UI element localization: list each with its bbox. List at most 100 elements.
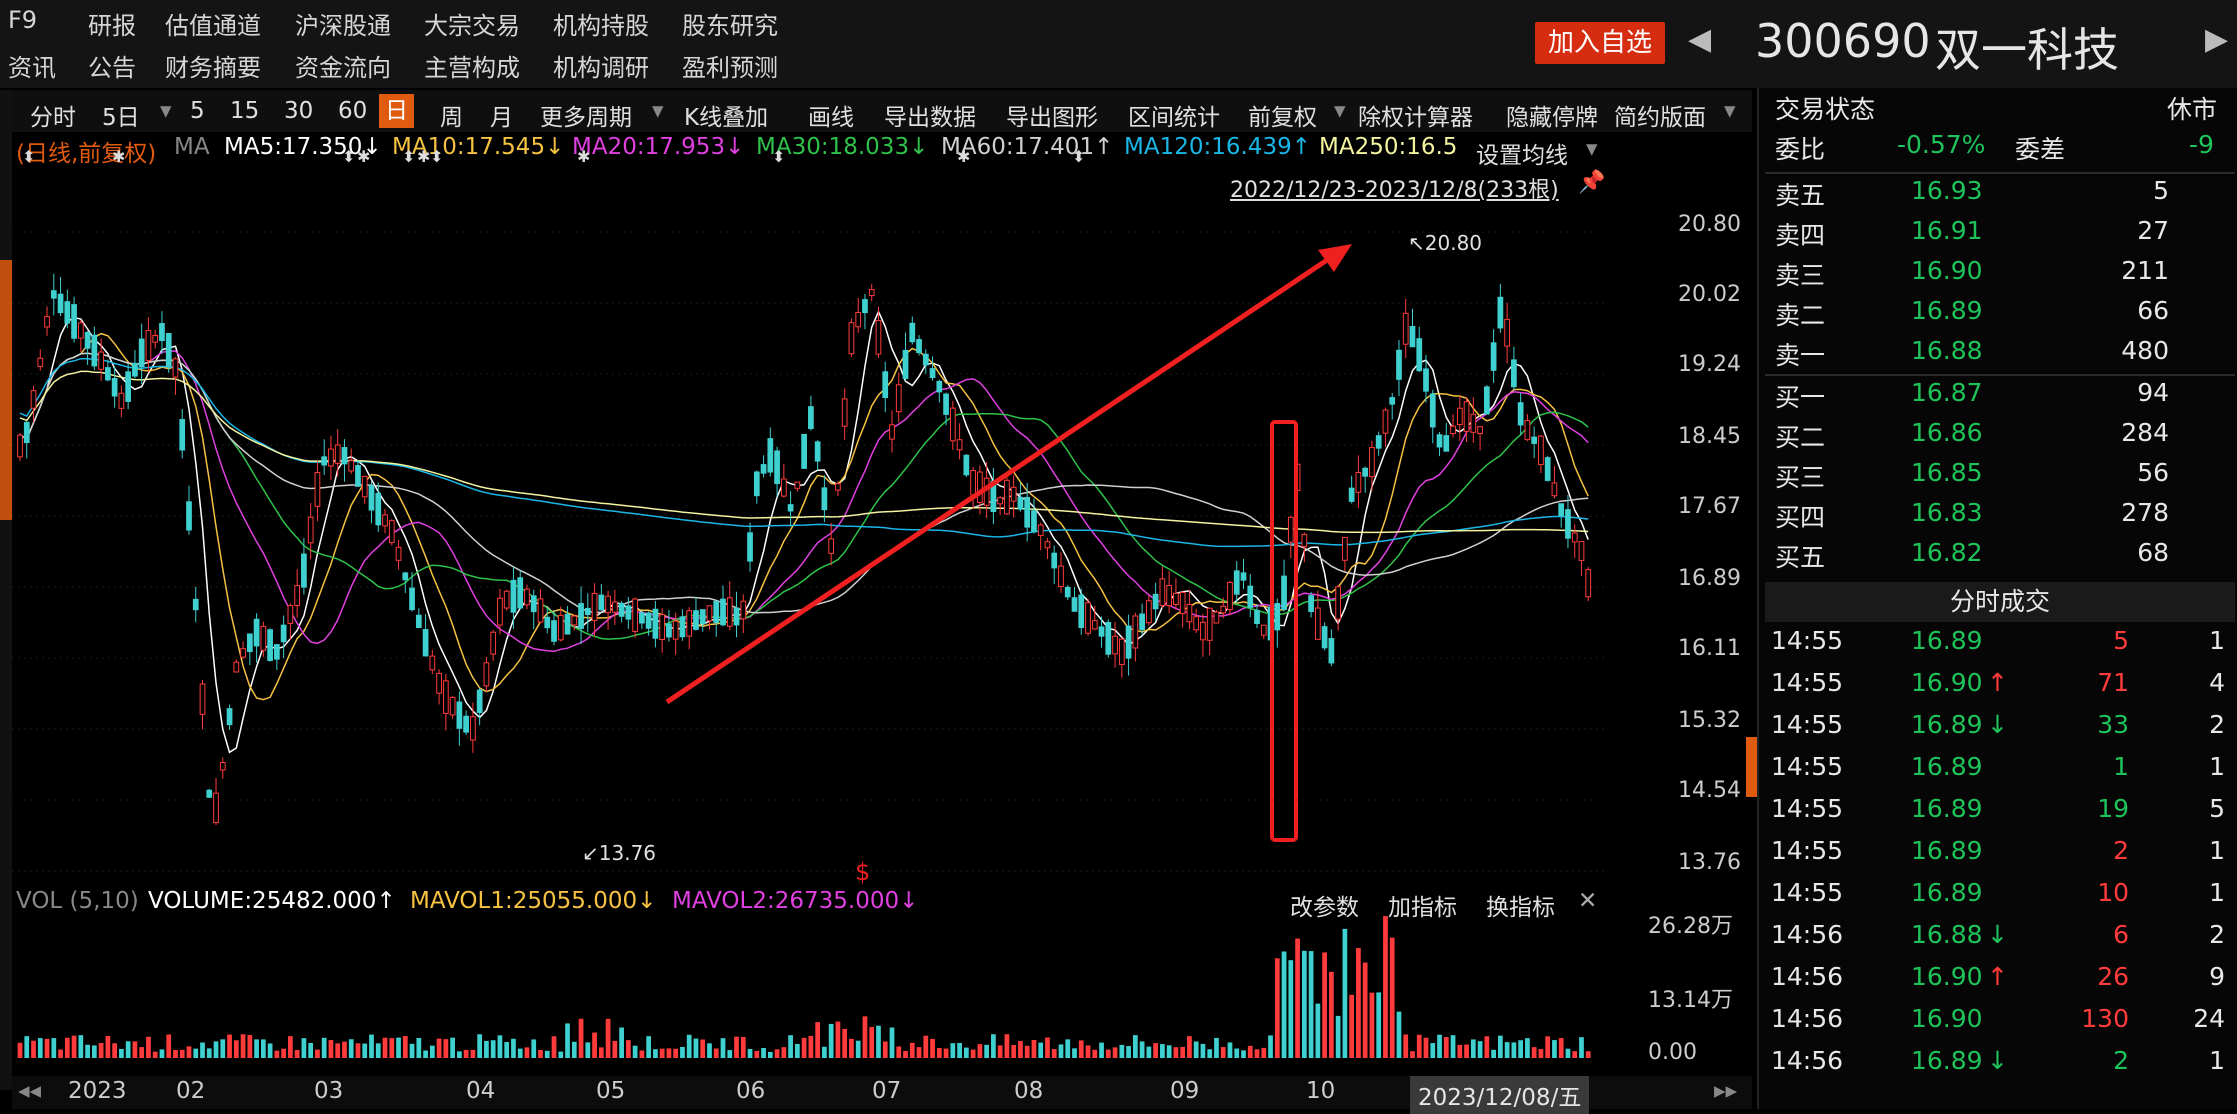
candle-body [808, 406, 814, 430]
nav-profit-forecast[interactable]: 盈利预测 [682, 54, 778, 82]
volume-bar [443, 1039, 449, 1058]
nav-research-report[interactable]: 研报 [88, 12, 136, 40]
chevron-down-icon[interactable]: ▾ [160, 98, 172, 124]
nav-block-trade[interactable]: 大宗交易 [424, 12, 520, 40]
event-marker-icon[interactable]: ✱ [957, 147, 970, 166]
draw-line-button[interactable]: 画线 [808, 105, 854, 131]
event-marker-icon[interactable]: ✱ [357, 147, 370, 166]
candle-body [1233, 570, 1240, 595]
pin-icon[interactable]: 📌 [1578, 170, 1606, 195]
tab-60min[interactable]: 60 [338, 98, 368, 124]
tab-5min[interactable]: 5 [190, 98, 205, 124]
chevron-down-icon[interactable]: ▾ [1334, 98, 1346, 124]
export-data-button[interactable]: 导出数据 [884, 105, 976, 131]
candle-body [767, 438, 774, 473]
volume-bar [1268, 1035, 1273, 1058]
volume-bar [558, 1051, 564, 1058]
nav-stock-connect[interactable]: 沪深股通 [295, 12, 391, 40]
chevron-down-icon[interactable]: ▾ [652, 98, 664, 124]
prev-stock-arrow-icon[interactable]: ◀ [1688, 22, 1712, 57]
candle-body [618, 602, 625, 617]
more-periods-menu[interactable]: 更多周期 [540, 105, 632, 131]
nav-institution-survey[interactable]: 机构调研 [553, 54, 649, 82]
event-marker-icon[interactable]: ⬍ [430, 147, 443, 166]
add-watchlist-button[interactable]: 加入自选 [1535, 22, 1665, 64]
nav-f9[interactable]: F9 [8, 6, 38, 34]
next-stock-arrow-icon[interactable]: ▶ [2205, 22, 2229, 57]
volume-bar [1491, 1049, 1496, 1058]
candle-body [713, 600, 720, 624]
candle-body [1051, 552, 1058, 569]
event-marker-icon[interactable]: ⬍ [342, 147, 355, 166]
volume-bar [78, 1035, 84, 1058]
volume-chart[interactable] [12, 888, 1607, 1078]
bid-volume: 284 [2121, 418, 2169, 447]
candle-body [1504, 318, 1510, 347]
volume-bar [504, 1042, 510, 1058]
axis-expand-handle[interactable] [1746, 737, 1760, 797]
scroll-right-icon[interactable]: ▸▸ [1714, 1078, 1738, 1104]
nav-news[interactable]: 资讯 [8, 54, 56, 82]
volume-bar [1322, 952, 1327, 1058]
nav-financial-summary[interactable]: 财务摘要 [165, 54, 261, 82]
event-marker-icon[interactable]: ⬍ [1072, 147, 1085, 166]
ex-rights-calculator-button[interactable]: 除权计算器 [1358, 105, 1473, 131]
export-graphic-button[interactable]: 导出图形 [1006, 105, 1098, 131]
tab-15min[interactable]: 15 [230, 98, 260, 124]
nav-announcement[interactable]: 公告 [88, 54, 136, 82]
candle-body [868, 289, 875, 297]
tab-monthly[interactable]: 月 [490, 105, 513, 131]
nav-shareholder-research[interactable]: 股东研究 [682, 12, 778, 40]
top-nav-bar: F9 研报 估值通道 沪深股通 大宗交易 机构持股 股东研究 资讯 公告 财务摘… [0, 0, 2237, 88]
forward-adjust-menu[interactable]: 前复权 [1248, 105, 1317, 131]
tab-5day[interactable]: 5日 [102, 105, 140, 131]
trade-volume: 1 [2113, 752, 2129, 781]
left-side-strip[interactable] [0, 90, 12, 1090]
volume-bar [220, 1039, 226, 1058]
candle-body [503, 590, 510, 609]
hide-suspended-button[interactable]: 隐藏停牌 [1506, 105, 1598, 131]
interval-stats-button[interactable]: 区间统计 [1128, 105, 1220, 131]
chevron-down-icon[interactable]: ▾ [1724, 98, 1736, 124]
event-marker-icon[interactable]: ⬍ [22, 147, 35, 166]
volume-bar [24, 1036, 30, 1058]
event-marker-icon[interactable]: ✱ [577, 147, 590, 166]
trade-volume: 130 [2081, 1004, 2129, 1033]
kline-chart[interactable]: ⬍ ✱ ⬍ ✱ ⬍ ✱ ⬍ ✱ ⬍ ✱ ⬍ ↖20.80 ↙13.76 $ [12, 132, 1607, 887]
nav-institution-holding[interactable]: 机构持股 [553, 12, 649, 40]
tab-30min[interactable]: 30 [284, 98, 314, 124]
kline-overlay-menu[interactable]: K线叠加 [684, 105, 769, 131]
tab-intraday[interactable]: 分时 [30, 105, 76, 131]
event-marker-icon[interactable]: ⬍ [402, 147, 415, 166]
ma-settings-button[interactable]: 设置均线 [1468, 136, 1576, 170]
switch-indicator-button[interactable]: 换指标 [1486, 895, 1555, 921]
ma-lines [19, 309, 1589, 754]
volume-bar [240, 1034, 246, 1058]
candle-body [1389, 397, 1396, 405]
candle-body [726, 597, 733, 627]
volume-bar [457, 1051, 462, 1058]
edit-params-button[interactable]: 改参数 [1290, 895, 1359, 921]
tab-daily[interactable]: 日 [379, 94, 414, 128]
close-icon[interactable]: ✕ [1578, 888, 1598, 914]
date-range[interactable]: 2022/12/23-2023/12/8(233根) [1230, 178, 1559, 203]
candle-body [1551, 482, 1558, 497]
chevron-down-icon[interactable]: ▾ [1586, 136, 1598, 162]
nav-fund-flow[interactable]: 资金流向 [295, 54, 391, 82]
add-indicator-button[interactable]: 加指标 [1388, 895, 1457, 921]
event-marker-icon[interactable]: ✱ [112, 147, 125, 166]
tab-weekly[interactable]: 周 [440, 105, 463, 131]
simple-layout-button[interactable]: 简约版面 [1614, 105, 1706, 131]
volume-bar [1538, 1049, 1544, 1058]
volume-bar [957, 1042, 962, 1058]
volume-bar [369, 1034, 374, 1058]
nav-main-business[interactable]: 主营构成 [424, 54, 520, 82]
event-marker-icon[interactable]: ✱ [417, 147, 430, 166]
nav-valuation-channel[interactable]: 估值通道 [165, 12, 261, 40]
event-marker-icon[interactable]: ⬍ [772, 147, 785, 166]
scroll-left-icon[interactable]: ◂◂ [18, 1078, 42, 1104]
ma60-line [19, 352, 1589, 614]
volume-bar [666, 1048, 672, 1058]
time-tick: 2023 [68, 1078, 127, 1104]
candle-body [415, 614, 422, 629]
